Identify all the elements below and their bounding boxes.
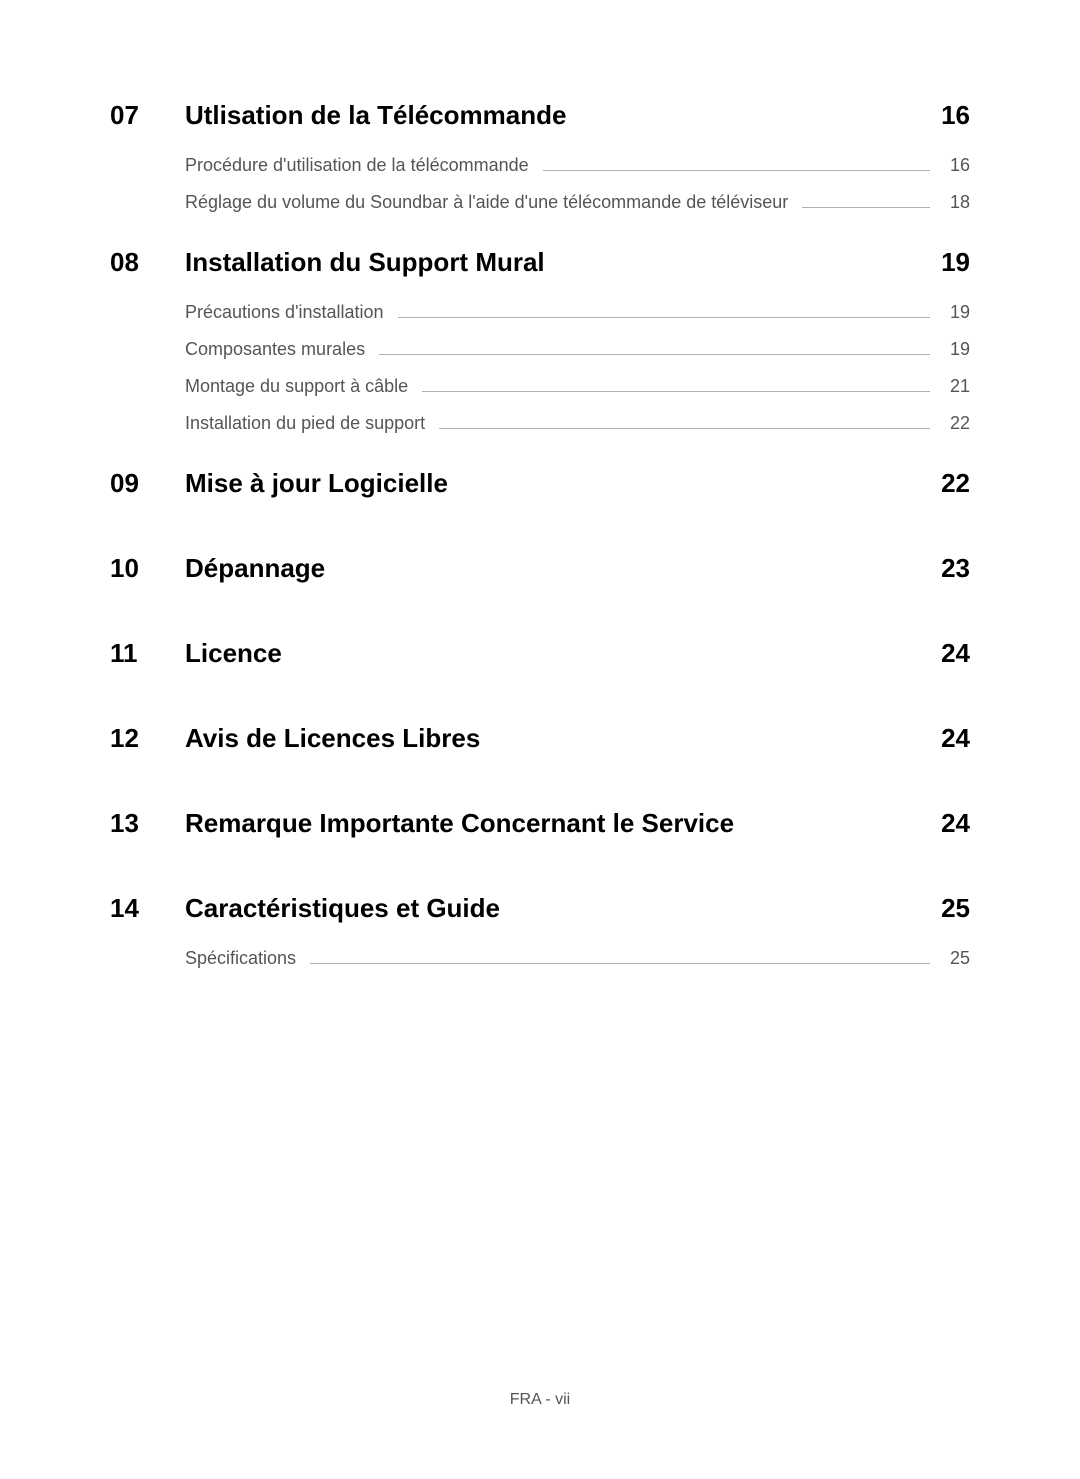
section-content: Utlisation de la Télécommande 16 Procédure… — [185, 100, 970, 229]
sub-item-label: Montage du support à câble — [185, 376, 408, 397]
leader-line — [422, 391, 930, 392]
section-gap — [110, 985, 970, 1003]
sub-item-page: 22 — [944, 413, 970, 434]
sub-item-page: 21 — [944, 376, 970, 397]
section-header: Dépannage 23 — [185, 553, 970, 584]
section-title: Dépannage — [185, 553, 921, 584]
toc-section: 14Caractéristiques et Guide25Spécificati… — [110, 893, 970, 985]
table-of-contents: 07Utlisation de la Télécommande 16 Procédu… — [110, 100, 970, 1003]
page-footer: FRA - vii — [0, 1391, 1080, 1409]
section-header: Installation du Support Mural 19 — [185, 247, 970, 278]
section-content: Avis de Licences Libres 24 — [185, 723, 970, 778]
section-content: Mise à jour Logicielle 22 — [185, 468, 970, 523]
toc-section: 12Avis de Licences Libres 24 — [110, 723, 970, 778]
section-number: 13 — [110, 808, 185, 839]
sub-item-label: Composantes murales — [185, 339, 365, 360]
section-number: 14 — [110, 893, 185, 924]
toc-sub-item: Réglage du volume du Soundbar à l'aide d… — [185, 192, 970, 213]
toc-sub-item: Montage du support à câble 21 — [185, 376, 970, 397]
toc-section: 09Mise à jour Logicielle 22 — [110, 468, 970, 523]
section-header: Remarque Importante Concernant le Servic… — [185, 808, 970, 839]
section-title: Mise à jour Logicielle — [185, 468, 921, 499]
toc-section: 10Dépannage 23 — [110, 553, 970, 608]
section-header: Avis de Licences Libres 24 — [185, 723, 970, 754]
section-title: Caractéristiques et Guide — [185, 893, 921, 924]
section-content: Remarque Importante Concernant le Servic… — [185, 808, 970, 863]
leader-line — [439, 428, 930, 429]
sub-item-page: 25 — [944, 948, 970, 969]
section-page: 23 — [941, 553, 970, 584]
section-page: 24 — [941, 638, 970, 669]
section-content: Dépannage 23 — [185, 553, 970, 608]
section-number: 09 — [110, 468, 185, 499]
section-page: 24 — [941, 723, 970, 754]
section-page: 19 — [941, 247, 970, 278]
section-page: 22 — [941, 468, 970, 499]
sub-item-label: Installation du pied de support — [185, 413, 425, 434]
toc-section: 07Utlisation de la Télécommande 16 Procédu… — [110, 100, 970, 229]
leader-line — [398, 317, 930, 318]
section-gap — [110, 608, 970, 638]
section-title: Remarque Importante Concernant le Servic… — [185, 808, 921, 839]
section-header: Mise à jour Logicielle 22 — [185, 468, 970, 499]
toc-sub-item: Précautions d'installation 19 — [185, 302, 970, 323]
leader-line — [543, 170, 930, 171]
section-gap — [110, 778, 970, 808]
section-number: 12 — [110, 723, 185, 754]
sub-item-page: 19 — [944, 302, 970, 323]
sub-item-label: Précautions d'installation — [185, 302, 384, 323]
sub-item-page: 19 — [944, 339, 970, 360]
sub-item-label: Spécifications — [185, 948, 296, 969]
section-header: Utlisation de la Télécommande 16 — [185, 100, 970, 131]
section-page: 24 — [941, 808, 970, 839]
section-number: 10 — [110, 553, 185, 584]
section-title: Licence — [185, 638, 921, 669]
sub-item-page: 16 — [944, 155, 970, 176]
section-title: Installation du Support Mural — [185, 247, 921, 278]
leader-line — [379, 354, 930, 355]
section-page: 16 — [941, 100, 970, 131]
leader-line — [310, 963, 930, 964]
section-gap — [110, 693, 970, 723]
sub-item-label: Réglage du volume du Soundbar à l'aide d… — [185, 192, 788, 213]
section-title: Utlisation de la Télécommande — [185, 100, 921, 131]
toc-sub-item: Composantes murales 19 — [185, 339, 970, 360]
section-page: 25 — [941, 893, 970, 924]
section-gap — [110, 229, 970, 247]
section-header: Licence 24 — [185, 638, 970, 669]
toc-section: 08Installation du Support Mural19Précaut… — [110, 247, 970, 450]
toc-sub-item: Spécifications 25 — [185, 948, 970, 969]
section-content: Caractéristiques et Guide25Spécification… — [185, 893, 970, 985]
sub-item-label: Procédure d'utilisation de la télécomman… — [185, 155, 529, 176]
toc-section: 11Licence 24 — [110, 638, 970, 693]
toc-section: 13Remarque Importante Concernant le Serv… — [110, 808, 970, 863]
section-gap — [110, 523, 970, 553]
section-content: Installation du Support Mural19Précautio… — [185, 247, 970, 450]
section-number: 11 — [110, 638, 185, 669]
section-header: Caractéristiques et Guide 25 — [185, 893, 970, 924]
section-gap — [110, 450, 970, 468]
sub-item-page: 18 — [944, 192, 970, 213]
section-number: 08 — [110, 247, 185, 278]
section-gap — [110, 863, 970, 893]
section-title: Avis de Licences Libres — [185, 723, 921, 754]
leader-line — [802, 207, 930, 208]
section-content: Licence 24 — [185, 638, 970, 693]
toc-sub-item: Installation du pied de support 22 — [185, 413, 970, 434]
toc-sub-item: Procédure d'utilisation de la télécomman… — [185, 155, 970, 176]
section-number: 07 — [110, 100, 185, 131]
